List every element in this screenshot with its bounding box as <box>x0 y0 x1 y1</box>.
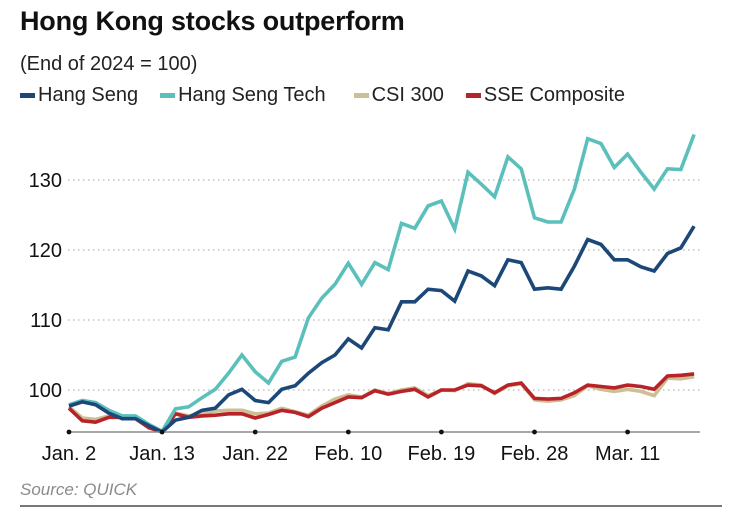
x-axis: Jan. 2 Jan. 13 Jan. 22 Feb. 10 Feb. 19 Feb. 2… <box>42 429 700 465</box>
x-tick-label-mar-11: Mar. 11 <box>595 443 660 465</box>
x-tick-label-jan-2: Jan. 2 <box>42 443 96 465</box>
legend-label-hang-seng: Hang Seng <box>38 84 139 106</box>
x-tick-jan-13 <box>159 429 165 435</box>
series-line-hang-seng <box>68 225 696 435</box>
legend-item-hang-seng: Hang Seng <box>20 84 138 107</box>
x-tick-feb-19 <box>439 429 444 435</box>
x-tick-label-feb-28: Feb. 28 <box>501 443 569 465</box>
chart-subtitle: (End of 2024 = 100) <box>20 53 198 75</box>
x-tick-label-feb-10: Feb. 10 <box>314 443 382 465</box>
legend-swatch-csi-300 <box>353 93 369 98</box>
legend-item-csi-300: CSI 300 <box>353 84 444 107</box>
legend-swatch-hang-seng <box>20 93 35 98</box>
legend-swatch-hang-seng-tech <box>160 93 176 98</box>
y-tick-label-110: 110 <box>30 310 62 332</box>
series-line-hang-seng-tech <box>68 133 696 434</box>
x-tick-jan-2 <box>66 429 72 435</box>
y-tick-label-130: 130 <box>29 170 62 192</box>
y-axis-labels: 100 110 120 130 <box>29 170 62 402</box>
legend-item-sse-composite: SSE Composite <box>465 84 626 107</box>
legend-swatch-sse-composite <box>465 93 481 98</box>
legend-label-hang-seng-tech: Hang Seng Tech <box>178 84 326 106</box>
x-tick-feb-10 <box>345 429 351 435</box>
legend-label-csi-300: CSI 300 <box>371 84 444 106</box>
legend: Hang Seng Hang Seng Tech CSI 300 SSE Com… <box>20 84 647 107</box>
chart-title: Hong Kong stocks outperform <box>20 6 405 36</box>
x-tick-label-jan-22: Jan. 22 <box>222 443 288 465</box>
gridlines <box>68 179 700 391</box>
x-tick-mar-11 <box>625 429 630 435</box>
y-tick-label-100: 100 <box>29 380 62 402</box>
x-tick-label-feb-19: Feb. 19 <box>407 443 475 465</box>
footer-divider <box>20 505 722 507</box>
x-tick-feb-28 <box>532 429 537 435</box>
series-lines <box>67 133 696 435</box>
source-note: Source: QUICK <box>20 480 138 499</box>
legend-item-hang-seng-tech: Hang Seng Tech <box>160 84 326 107</box>
series-line-sse-composite <box>67 372 695 435</box>
legend-label-sse-composite: SSE Composite <box>483 84 626 106</box>
x-tick-jan-22 <box>252 429 258 435</box>
x-tick-label-jan-13: Jan. 13 <box>129 443 195 465</box>
y-tick-label-120: 120 <box>29 240 62 262</box>
